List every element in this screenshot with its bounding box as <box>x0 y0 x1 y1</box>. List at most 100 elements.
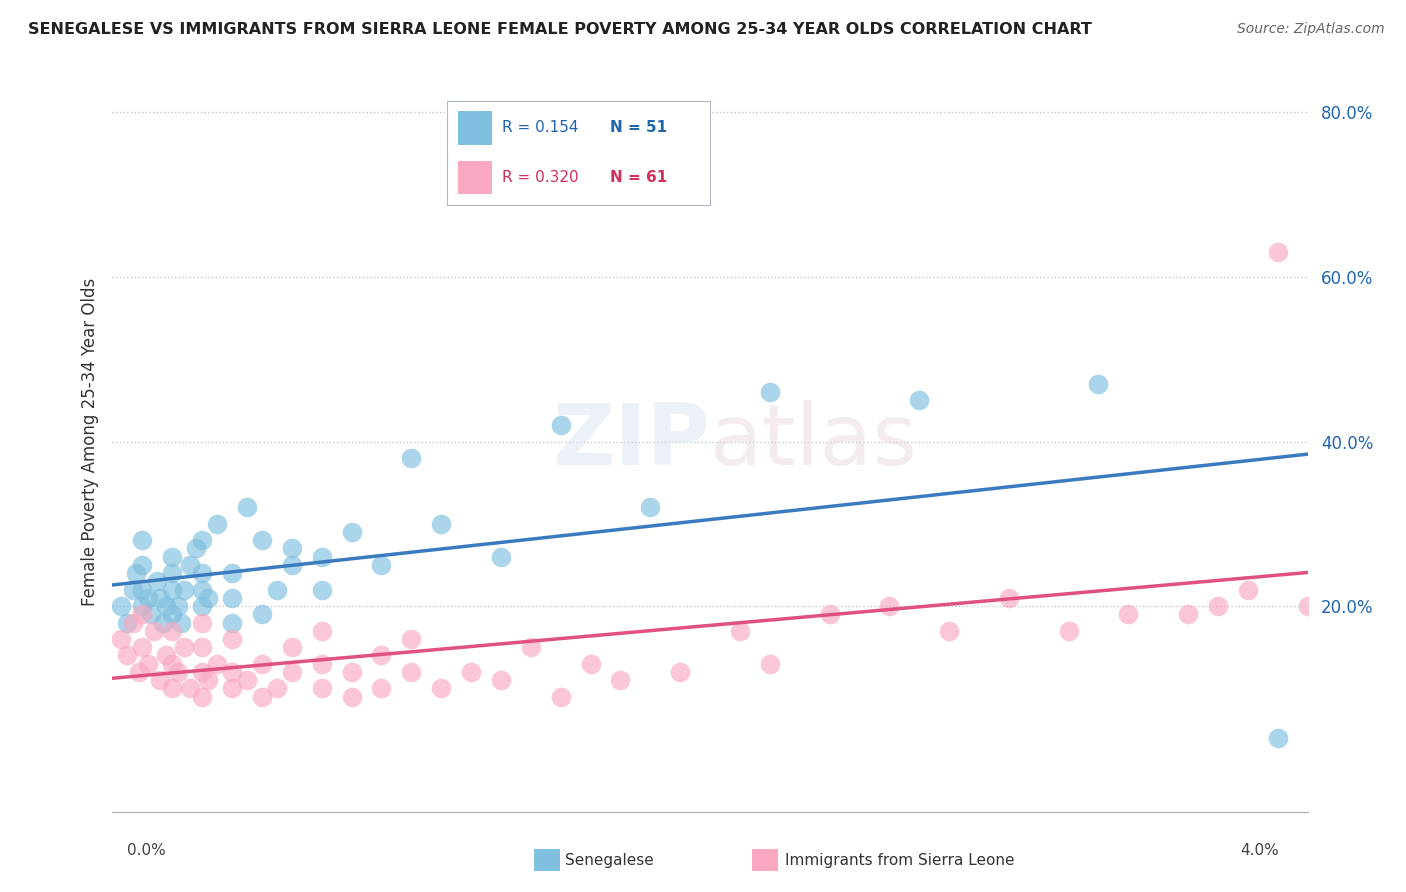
Text: SENEGALESE VS IMMIGRANTS FROM SIERRA LEONE FEMALE POVERTY AMONG 25-34 YEAR OLDS : SENEGALESE VS IMMIGRANTS FROM SIERRA LEO… <box>28 22 1092 37</box>
Point <box>340 524 363 539</box>
Point <box>149 591 172 605</box>
Point <box>128 665 150 679</box>
Point <box>221 566 243 581</box>
Point <box>131 640 153 655</box>
Point <box>877 599 901 613</box>
Point <box>221 632 243 646</box>
Text: 0.0%: 0.0% <box>127 843 166 858</box>
Point <box>191 615 214 630</box>
Point <box>1118 607 1140 622</box>
Point <box>430 681 453 696</box>
Point <box>162 582 183 597</box>
Point <box>370 558 392 572</box>
Point <box>143 624 166 638</box>
Point <box>401 665 423 679</box>
Point <box>250 690 273 704</box>
Point <box>191 582 214 597</box>
Point <box>117 648 139 663</box>
Point <box>122 582 145 597</box>
Point <box>281 640 304 655</box>
Point <box>401 450 423 465</box>
Point <box>138 657 160 671</box>
Text: atlas: atlas <box>710 400 918 483</box>
Point <box>179 558 201 572</box>
Point <box>131 599 153 613</box>
Text: Senegalese: Senegalese <box>565 854 654 868</box>
Point <box>1206 599 1229 613</box>
Point <box>609 673 631 687</box>
Point <box>236 500 259 515</box>
Point <box>489 549 512 564</box>
Point <box>938 624 960 638</box>
Point <box>162 566 183 581</box>
Point <box>1267 245 1289 260</box>
Point <box>131 533 153 548</box>
Point <box>221 591 243 605</box>
Point <box>550 418 572 433</box>
Point <box>146 574 169 589</box>
Point <box>162 549 183 564</box>
Point <box>131 558 153 572</box>
Point <box>205 516 228 531</box>
Point <box>117 615 139 630</box>
Point <box>191 690 214 704</box>
Point <box>191 533 214 548</box>
Point <box>179 681 201 696</box>
Point <box>1177 607 1199 622</box>
Point <box>281 558 304 572</box>
Point <box>579 657 602 671</box>
Text: 4.0%: 4.0% <box>1240 843 1279 858</box>
Point <box>250 607 273 622</box>
Point <box>110 599 132 613</box>
Point <box>186 541 208 556</box>
Point <box>141 607 163 622</box>
Point <box>162 657 183 671</box>
Point <box>167 599 190 613</box>
Point <box>311 624 333 638</box>
Point <box>311 657 333 671</box>
Point <box>173 582 195 597</box>
Point <box>250 657 273 671</box>
Point <box>489 673 512 687</box>
Point <box>759 385 782 400</box>
Point <box>162 607 183 622</box>
Text: Immigrants from Sierra Leone: Immigrants from Sierra Leone <box>785 854 1014 868</box>
Point <box>266 681 288 696</box>
Point <box>221 665 243 679</box>
Point <box>122 615 145 630</box>
Point <box>340 665 363 679</box>
Point <box>191 640 214 655</box>
Point <box>197 673 219 687</box>
Point <box>430 516 453 531</box>
Point <box>759 657 782 671</box>
Point <box>281 665 304 679</box>
Point <box>173 640 195 655</box>
Y-axis label: Female Poverty Among 25-34 Year Olds: Female Poverty Among 25-34 Year Olds <box>80 277 98 606</box>
Point <box>152 615 174 630</box>
Point <box>236 673 259 687</box>
Point <box>340 690 363 704</box>
Point <box>131 582 153 597</box>
Point <box>550 690 572 704</box>
Point <box>311 549 333 564</box>
Point <box>221 681 243 696</box>
Point <box>250 533 273 548</box>
Point <box>138 591 160 605</box>
Point <box>520 640 543 655</box>
Point <box>1087 376 1109 391</box>
Point <box>1267 731 1289 745</box>
Point <box>110 632 132 646</box>
Point <box>640 500 662 515</box>
Point <box>908 393 931 408</box>
Point <box>149 673 172 687</box>
Point <box>281 541 304 556</box>
Point <box>197 591 219 605</box>
Point <box>125 566 148 581</box>
Point <box>1296 599 1319 613</box>
Point <box>266 582 288 597</box>
Point <box>311 582 333 597</box>
Point <box>370 648 392 663</box>
Point <box>131 607 153 622</box>
Point <box>311 681 333 696</box>
Point <box>155 599 177 613</box>
